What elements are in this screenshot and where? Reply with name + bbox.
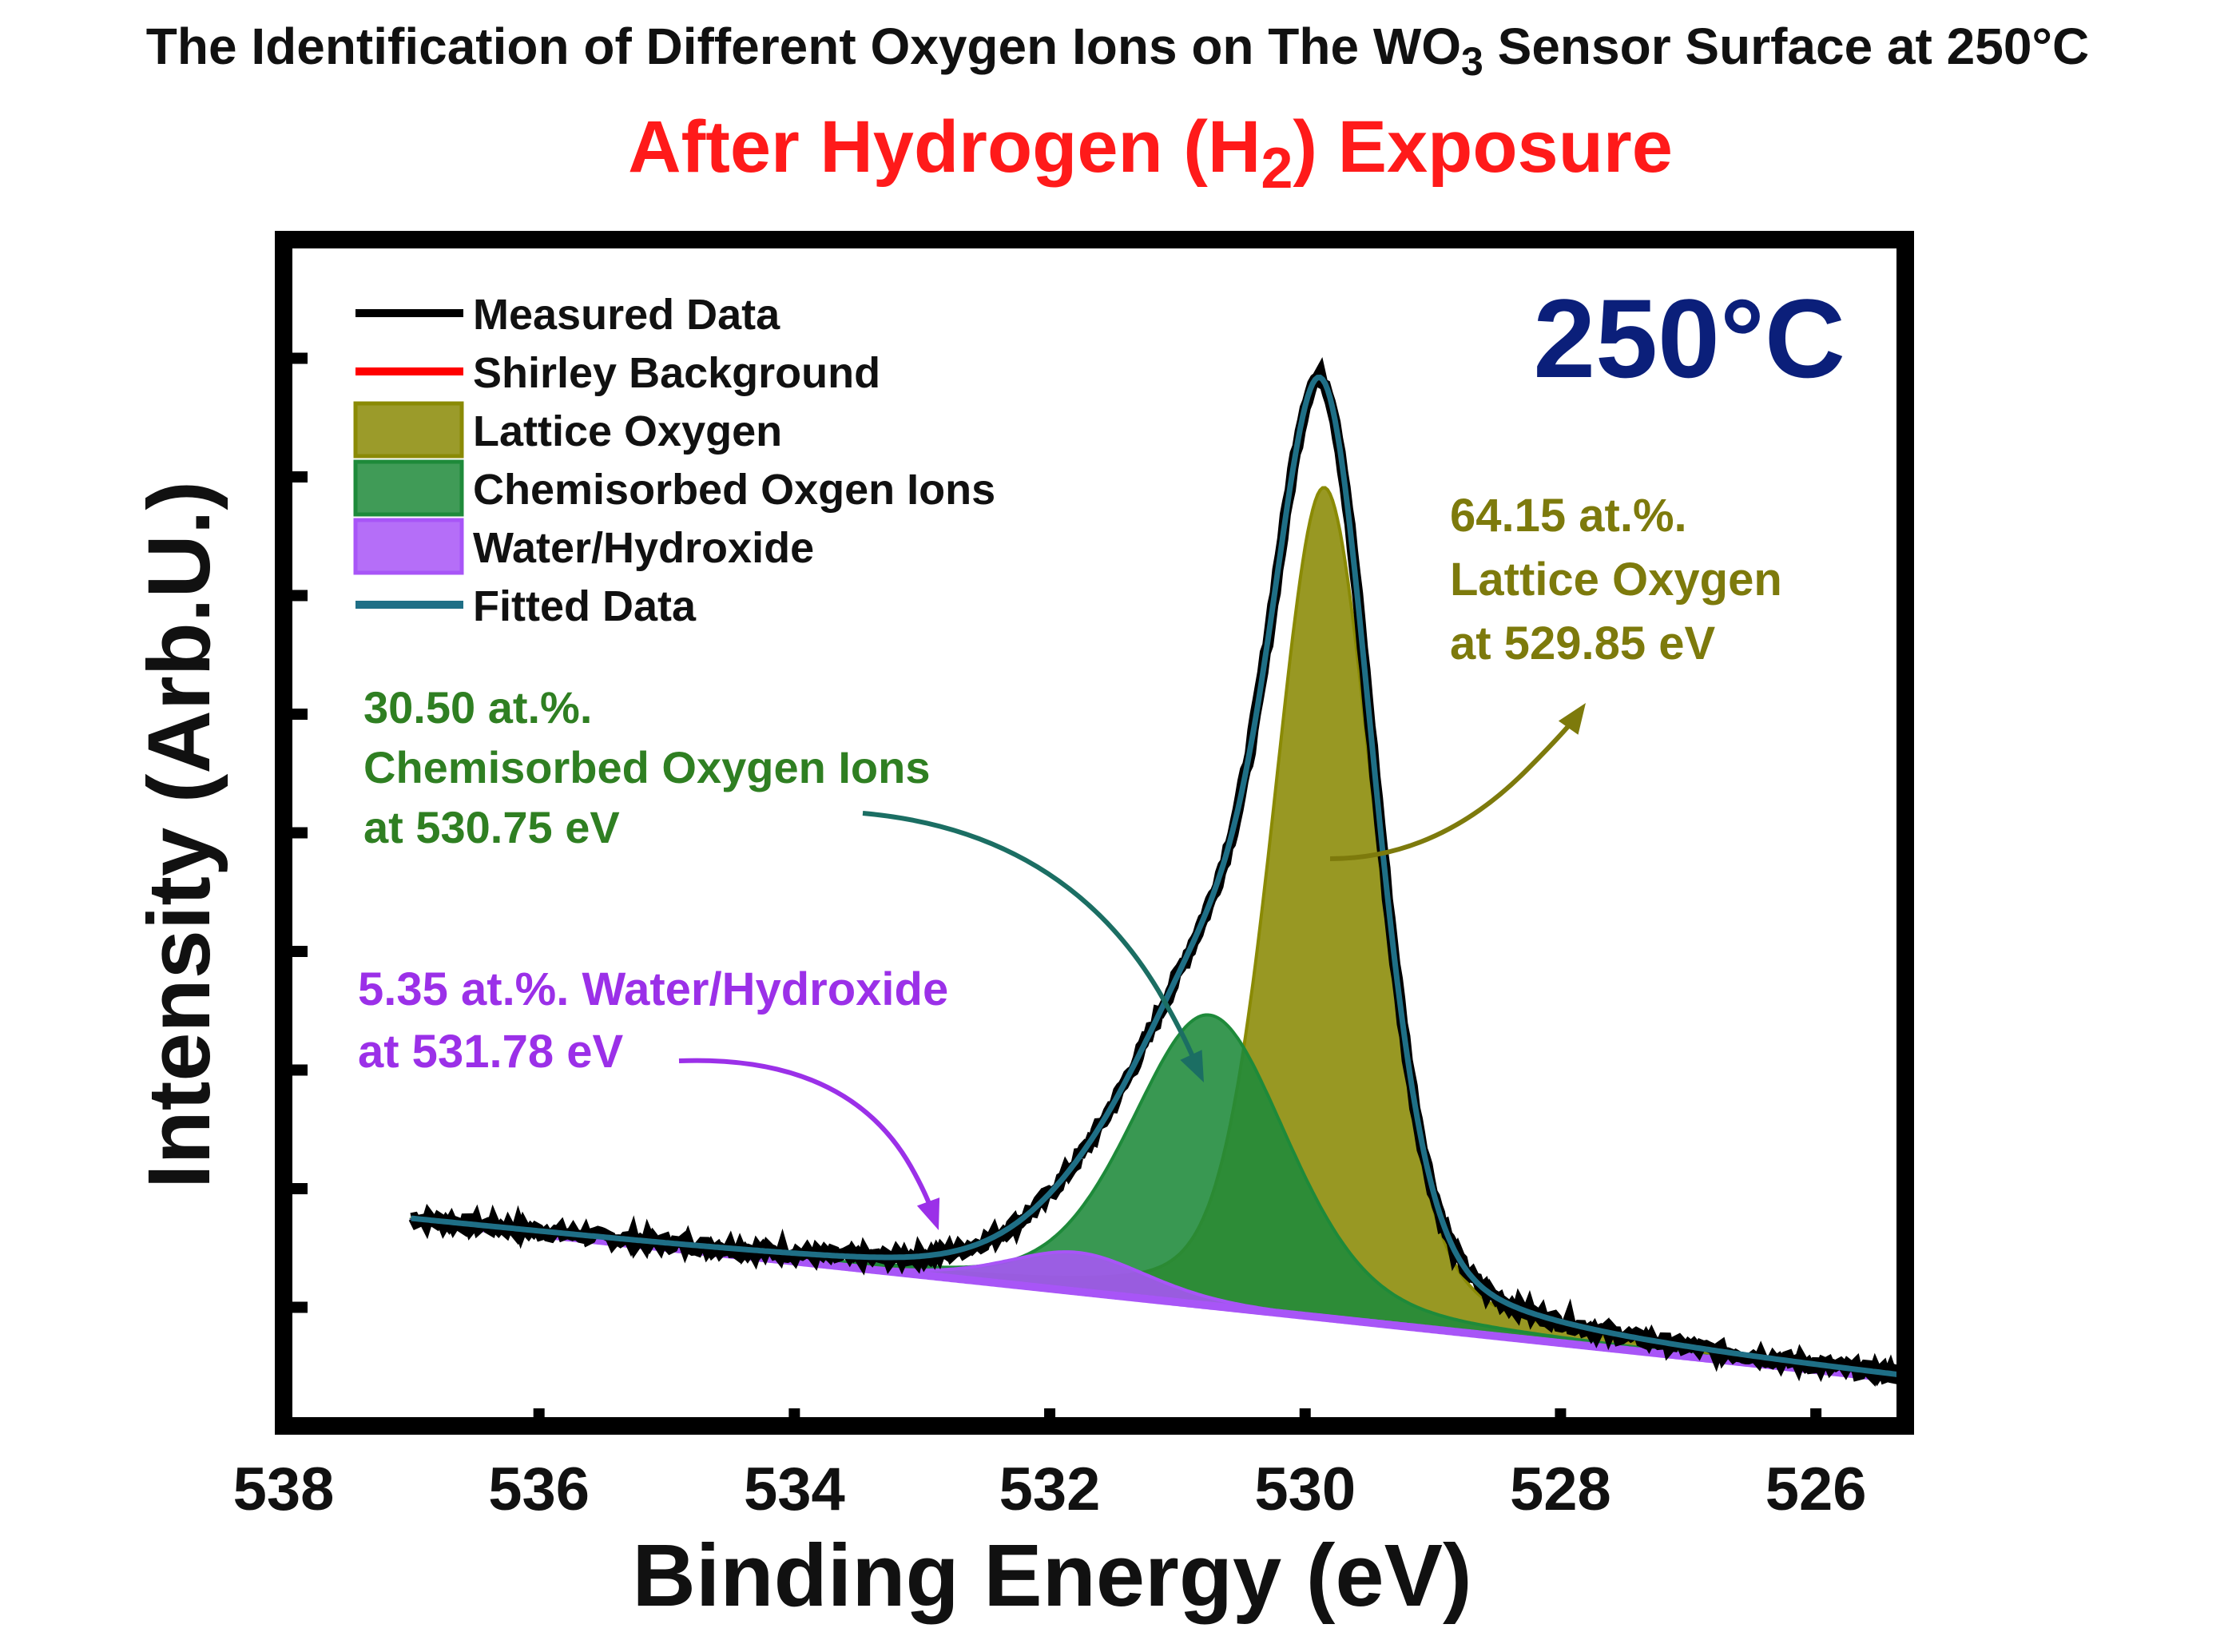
water-arrow-line — [678, 1058, 937, 1219]
chemisorbed-oxygen-peak — [409, 1013, 1907, 1382]
legend-swatch — [353, 401, 464, 459]
legend-fitted-data: Fitted Data — [355, 582, 697, 630]
legend-label: Chemisorbed Oxgen Ions — [473, 466, 995, 514]
legend-water-hydroxide: Water/Hydroxide — [353, 518, 814, 575]
legend-label: Shirley Background — [473, 349, 880, 397]
lattice-arrow-line — [1329, 713, 1580, 861]
legend-label: Water/Hydroxide — [473, 524, 814, 572]
legend-shirley-background: Shirley Background — [355, 349, 880, 397]
fitted-data-line — [411, 374, 1906, 1379]
chemisorbed-annotation-line: Chemisorbed Oxygen Ions — [363, 742, 931, 792]
chemisorbed-annotation-line: 30.50 at.%. — [363, 682, 592, 733]
chart-subtitle: After Hydrogen (H2) Exposure — [628, 106, 1673, 201]
temperature-label: 250°C — [1533, 276, 1845, 401]
x-axis-label: Binding Energy (eV) — [632, 1527, 1471, 1625]
legend-label: Measured Data — [473, 291, 780, 339]
legend-measured-data: Measured Data — [355, 291, 780, 339]
x-tick-labels: 538 536 534 532 530 528 526 — [233, 1455, 1867, 1523]
x-tick-label: 534 — [744, 1455, 845, 1523]
water-annotation: 5.35 at.%. Water/Hydroxide at 531.78 eV — [358, 963, 948, 1078]
legend-swatch — [353, 518, 464, 575]
lattice-annotation-line: at 529.85 eV — [1450, 618, 1715, 669]
lattice-arrowhead — [1558, 703, 1586, 735]
water-annotation-line: 5.35 at.%. Water/Hydroxide — [358, 963, 948, 1015]
lattice-annotation: 64.15 at.%. Lattice Oxygen at 529.85 eV — [1450, 490, 1782, 669]
x-tick-label: 536 — [488, 1455, 590, 1523]
x-tick-label: 526 — [1765, 1455, 1867, 1523]
lattice-annotation-line: Lattice Oxygen — [1450, 554, 1782, 606]
legend-lattice-oxygen: Lattice Oxygen — [353, 401, 782, 459]
water-arrowhead — [916, 1197, 940, 1230]
x-tick-label: 532 — [999, 1455, 1101, 1523]
legend-label: Lattice Oxygen — [473, 407, 782, 455]
chemisorbed-arrowhead — [1180, 1050, 1204, 1082]
legend: Measured Data Shirley Background Lattice O… — [353, 291, 995, 630]
water-annotation-line: at 531.78 eV — [358, 1026, 623, 1078]
x-tick-label: 530 — [1254, 1455, 1356, 1523]
legend-swatch — [353, 459, 464, 517]
y-axis-label: Intensity (Arb.U.) — [130, 481, 228, 1189]
curve-lines — [408, 357, 1910, 1387]
x-tick-label: 538 — [233, 1455, 335, 1523]
x-tick-label: 528 — [1510, 1455, 1611, 1523]
legend-chemisorbed-ions: Chemisorbed Oxgen Ions — [353, 459, 995, 517]
lattice-annotation-line: 64.15 at.%. — [1450, 490, 1687, 542]
chart-title: The Identification of Different Oxygen I… — [146, 18, 2089, 84]
axis-ticks — [278, 352, 1822, 1426]
chemisorbed-annotation: 30.50 at.%. Chemisorbed Oxygen Ions at 530… — [363, 682, 931, 852]
legend-label: Fitted Data — [473, 582, 697, 630]
chemisorbed-arrow-line — [862, 811, 1201, 1072]
peak-annotations: 64.15 at.%. Lattice Oxygen at 529.85 eV 30.… — [358, 490, 1782, 1230]
chemisorbed-annotation-line: at 530.75 eV — [363, 802, 620, 852]
